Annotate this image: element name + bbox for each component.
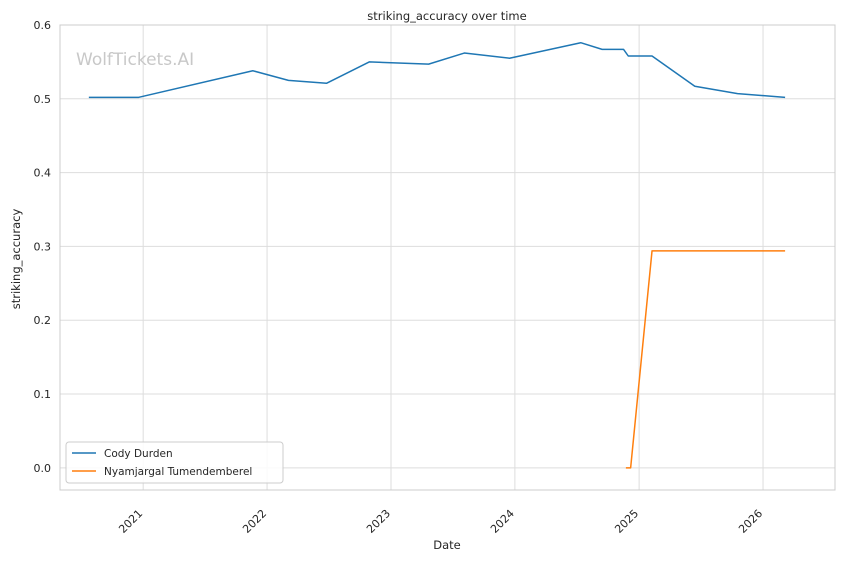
legend-box bbox=[65, 441, 284, 484]
data-point-cody-durden bbox=[580, 42, 582, 44]
legend-label-nyamjargal-tumendemberel: Nyamjargal Tumendemberel bbox=[104, 466, 252, 478]
data-point-nyamjargal-tumendemberel bbox=[784, 250, 786, 252]
data-point-cody-durden bbox=[623, 49, 625, 51]
data-point-nyamjargal-tumendemberel bbox=[630, 467, 632, 469]
data-point-cody-durden bbox=[252, 70, 254, 72]
data-point-cody-durden bbox=[368, 61, 370, 63]
y-tick-label: 0.0 bbox=[34, 462, 52, 475]
series-line-cody-durden bbox=[88, 41, 786, 99]
data-point-nyamjargal-tumendemberel bbox=[625, 467, 627, 469]
data-point-cody-durden bbox=[509, 57, 511, 59]
data-point-cody-durden bbox=[428, 63, 430, 65]
x-tick-label: 2023 bbox=[364, 507, 393, 536]
data-point-cody-durden bbox=[601, 49, 603, 51]
data-point-cody-durden bbox=[464, 52, 466, 54]
x-tick-label: 2021 bbox=[116, 507, 145, 536]
data-point-cody-durden bbox=[88, 97, 90, 99]
data-point-cody-durden bbox=[138, 97, 140, 99]
data-point-cody-durden bbox=[651, 55, 653, 57]
data-point-cody-durden bbox=[737, 93, 739, 95]
y-tick-label: 0.3 bbox=[34, 240, 52, 253]
x-tick-label: 2026 bbox=[736, 507, 765, 536]
data-point-cody-durden bbox=[627, 55, 629, 57]
data-point-nyamjargal-tumendemberel bbox=[651, 250, 653, 252]
x-axis-title: Date bbox=[433, 538, 461, 552]
y-tick-label: 0.5 bbox=[34, 93, 52, 106]
y-tick-label: 0.4 bbox=[34, 167, 52, 180]
y-tick-label: 0.2 bbox=[34, 314, 52, 327]
y-axis-title: striking_accuracy bbox=[9, 209, 23, 310]
y-tick-label: 0.6 bbox=[34, 19, 52, 32]
plot-area-frame bbox=[59, 24, 836, 491]
data-point-cody-durden bbox=[694, 85, 696, 87]
y-tick-label: 0.1 bbox=[34, 388, 52, 401]
legend-label-cody-durden: Cody Durden bbox=[104, 448, 173, 460]
data-point-cody-durden bbox=[784, 97, 786, 99]
watermark: WolfTickets.AI bbox=[76, 50, 194, 70]
data-point-cody-durden bbox=[326, 83, 328, 85]
data-point-cody-durden bbox=[288, 80, 290, 82]
chart-title: striking_accuracy over time bbox=[367, 9, 526, 23]
series-line-nyamjargal-tumendemberel bbox=[625, 250, 786, 469]
x-tick-label: 2024 bbox=[488, 507, 517, 536]
x-tick-label: 2022 bbox=[240, 507, 269, 536]
x-tick-label: 2025 bbox=[612, 507, 641, 536]
legend: Cody Durden Nyamjargal Tumendemberel bbox=[65, 441, 284, 484]
